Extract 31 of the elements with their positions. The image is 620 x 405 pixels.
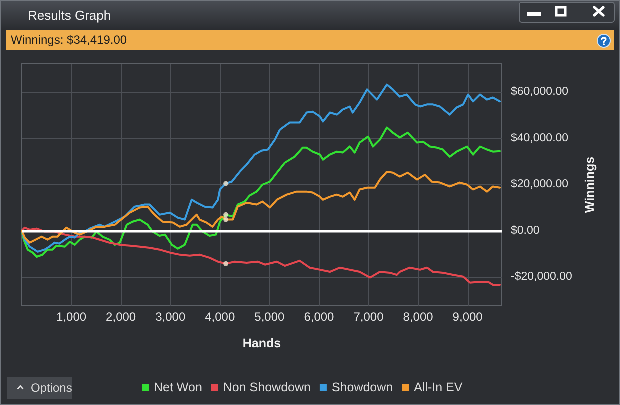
x-tick-label: 2,000 [106,310,136,324]
legend-label: Non Showdown [223,380,312,394]
x-tick-label: 7,000 [354,310,384,324]
y-tick-label: $20,000.00 [511,178,569,191]
point [224,217,229,222]
line-series [21,226,502,286]
line-series [21,170,502,244]
y-tick-label: $60,000.00 [511,86,569,98]
x-tick-label: 9,000 [452,310,484,324]
line-series [21,84,502,253]
x-axis-title: Hands [242,336,282,350]
options-button: Options [7,377,72,399]
x-tick-label: 5,000 [254,310,286,324]
y-tick-label: $0.00 [511,224,540,237]
legend-label: Net Won [154,380,202,394]
y-tick-label: -$20,000.00 [511,271,572,284]
legend-label: Showdown [332,380,394,394]
y-axis-title: Winnings [582,156,597,214]
x-tick-label: 8,000 [403,310,434,324]
point [224,181,229,186]
x-tick-label: 3,000 [156,310,186,324]
legend-label: All-In EV [414,380,464,394]
y-tick-label: $40,000.00 [511,132,569,144]
line-series [21,126,502,258]
chart-subtitle: Winnings: $34,419.00 [11,33,128,47]
point [224,261,229,266]
point [224,212,229,218]
chart-title: Results Graph [28,8,112,23]
x-tick-label: 1,000 [56,310,87,324]
x-tick-label: 4,000 [205,310,236,324]
x-tick-label: 6,000 [304,310,335,324]
